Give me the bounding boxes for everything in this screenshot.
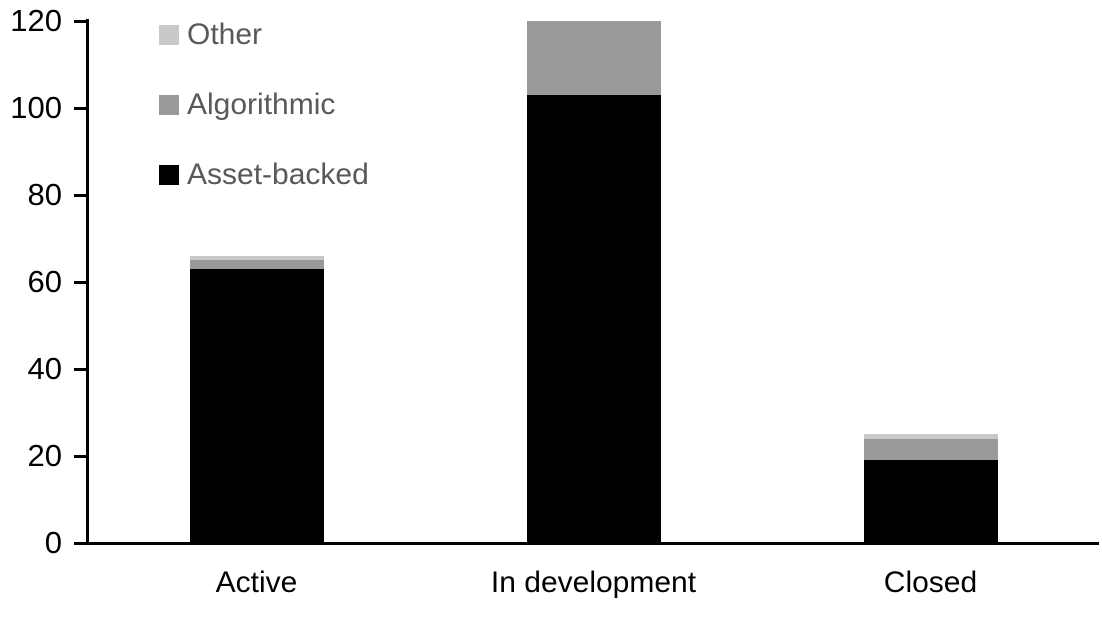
- y-tick-mark: [74, 19, 88, 23]
- y-tick-mark: [74, 541, 88, 545]
- y-tick-label: 40: [27, 351, 62, 386]
- legend-swatch-other: [159, 25, 179, 45]
- y-tick-label: 120: [10, 3, 62, 38]
- legend-swatch-algorithmic: [159, 95, 179, 115]
- category-label-in-development: In development: [490, 566, 697, 599]
- bar-segment-algorithmic: [863, 438, 998, 461]
- legend-label: Asset-backed: [187, 158, 369, 191]
- legend-item-algorithmic: Algorithmic: [159, 88, 369, 122]
- bar-segment-algorithmic: [189, 260, 324, 269]
- bar-segment-other: [863, 434, 998, 439]
- y-tick-label: 0: [44, 525, 62, 560]
- bar-in-development: [526, 21, 661, 543]
- legend-label: Other: [187, 18, 263, 51]
- legend-item-other: Other: [159, 18, 369, 52]
- legend-item-asset-backed: Asset-backed: [159, 158, 369, 192]
- category-label-active: Active: [215, 566, 298, 599]
- y-tick-mark: [74, 106, 88, 110]
- y-tick-mark: [74, 367, 88, 371]
- bar-active: [189, 255, 324, 543]
- y-tick-label: 60: [27, 264, 62, 299]
- x-axis-line: [74, 542, 1099, 545]
- y-tick-label: 100: [10, 90, 62, 125]
- legend-swatch-asset-backed: [159, 165, 179, 185]
- bar-segment-asset-backed: [863, 460, 998, 543]
- category-label-closed: Closed: [883, 566, 978, 599]
- bar-segment-algorithmic: [526, 21, 661, 95]
- y-tick-mark: [74, 193, 88, 197]
- legend-label: Algorithmic: [187, 88, 336, 121]
- bar-segment-asset-backed: [189, 268, 324, 543]
- y-tick-label: 80: [27, 177, 62, 212]
- bar-closed: [863, 434, 998, 543]
- y-tick-mark: [74, 280, 88, 284]
- bar-segment-asset-backed: [526, 94, 661, 543]
- y-tick-label: 20: [27, 438, 62, 473]
- y-tick-mark: [74, 454, 88, 458]
- legend: Other Algorithmic Asset-backed: [159, 18, 369, 228]
- bar-segment-other: [189, 255, 324, 261]
